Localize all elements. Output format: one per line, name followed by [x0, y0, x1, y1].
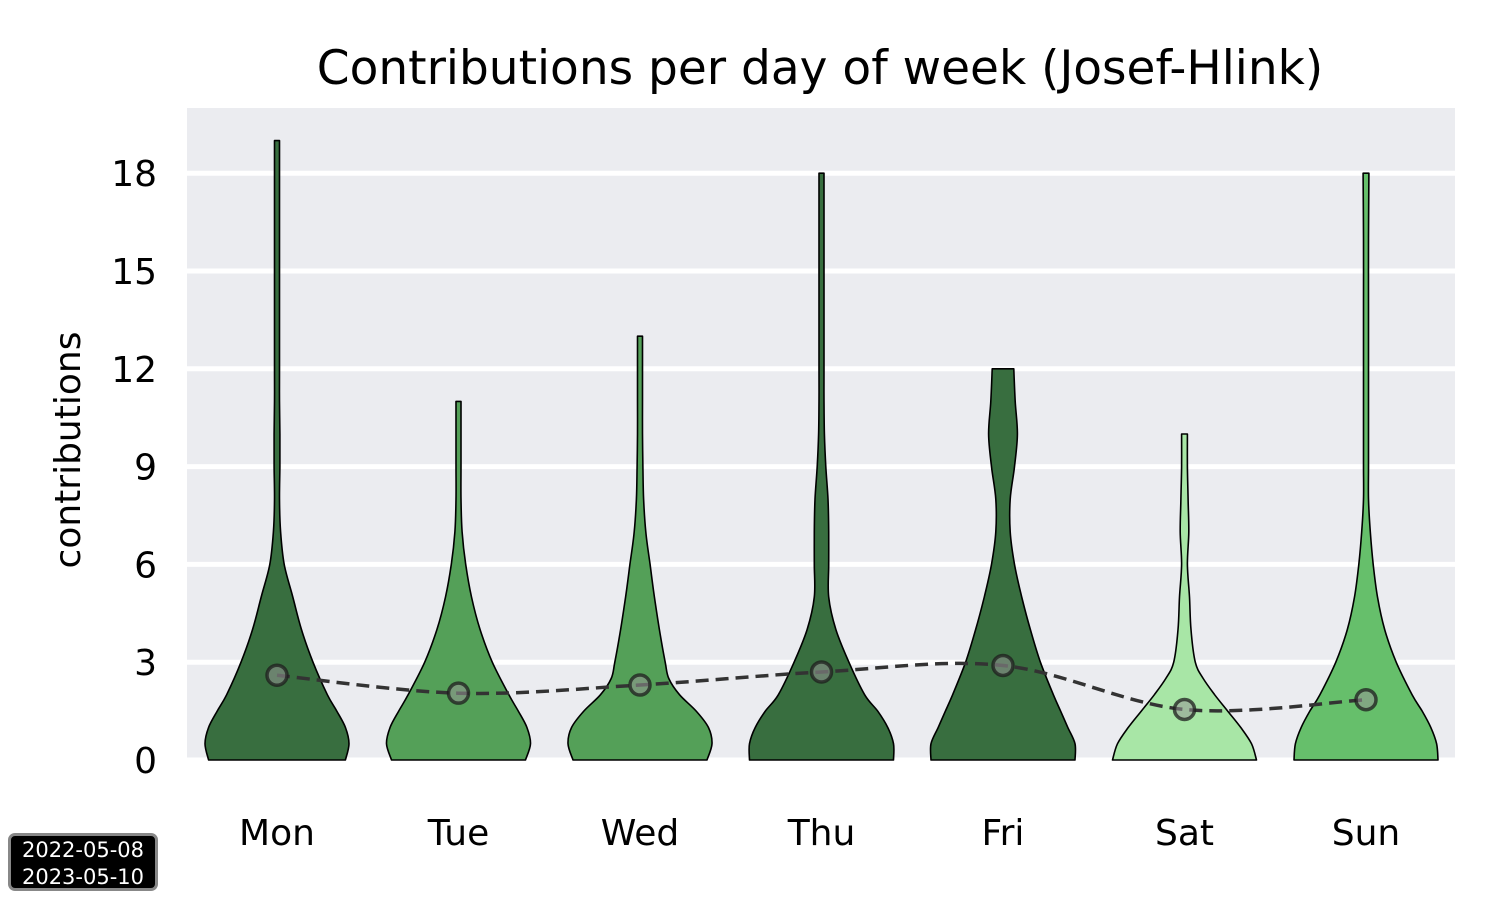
mean-marker-tue — [446, 681, 471, 705]
y-axis-label: contributions — [48, 332, 89, 569]
x-tick-label: Mon — [239, 813, 315, 854]
violin-mon — [204, 139, 350, 761]
mean-marker-wed — [628, 673, 652, 697]
x-tick-label: Wed — [601, 813, 680, 854]
y-tick-label: 3 — [134, 643, 157, 684]
y-tick-label: 15 — [111, 252, 157, 293]
x-tick-label: Thu — [787, 813, 856, 854]
x-tick-label: Fri — [982, 813, 1025, 854]
y-tick-label: 9 — [134, 448, 157, 489]
date-range-badge: 2022-05-08 2023-05-10 — [8, 833, 158, 891]
y-tick-label: 18 — [111, 154, 157, 195]
x-tick-labels: Mon Tue Wed Thu Fri Sat Sun — [239, 813, 1400, 854]
x-tick-label: Tue — [427, 813, 490, 854]
mean-marker-mon — [265, 663, 289, 687]
date-range-end: 2023-05-10 — [21, 865, 145, 889]
chart-title: Contributions per day of week (Josef-Hli… — [317, 41, 1323, 96]
mean-marker-fri — [991, 653, 1015, 678]
y-tick-label: 0 — [134, 741, 157, 782]
date-range-start: 2022-05-08 — [21, 838, 145, 862]
violin-sun — [1293, 172, 1439, 761]
violin-sat — [1111, 433, 1258, 761]
y-tick-label: 6 — [134, 545, 157, 586]
violin-thu — [748, 172, 895, 761]
violin-wed — [567, 335, 713, 761]
y-tick-label: 12 — [111, 350, 157, 391]
x-tick-label: Sat — [1155, 813, 1214, 854]
y-tick-labels: 0 3 6 9 12 15 18 — [111, 154, 157, 782]
x-tick-label: Sun — [1332, 813, 1400, 854]
mean-marker-thu — [809, 660, 834, 684]
mean-marker-sun — [1354, 687, 1378, 712]
mean-marker-sat — [1172, 697, 1197, 722]
mean-markers — [265, 653, 1378, 722]
violin-tue — [385, 400, 532, 761]
